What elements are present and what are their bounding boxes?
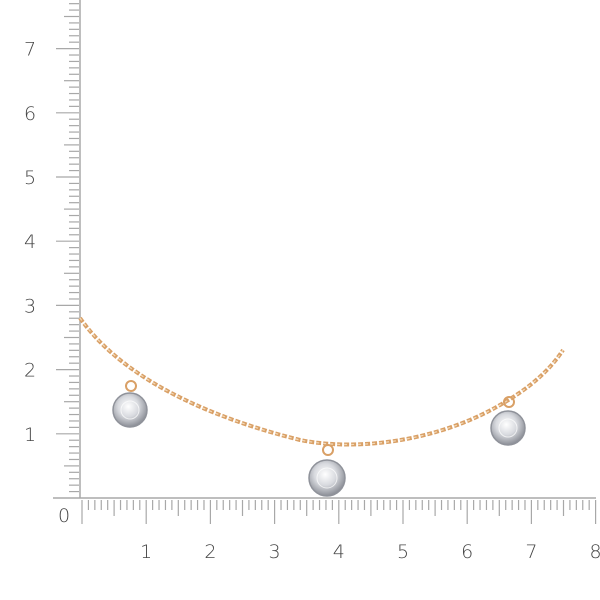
pendant-right [490,396,526,446]
ruler-y-label: 3 [24,295,36,317]
pendant-left [112,380,148,428]
pendant-center [308,444,346,497]
ruler-x-label: 3 [269,541,281,563]
ruler-x-label: 8 [590,541,600,563]
necklace [78,316,565,497]
ruler-y-label: 1 [24,424,36,446]
ruler-x-label: 5 [397,541,409,563]
ruler-x-label: 2 [204,541,216,563]
ruler-origin-label: 0 [58,505,70,527]
ruler-y-label: 2 [24,360,36,382]
ruler-x-label: 1 [140,541,152,563]
ruler-y-label: 6 [24,103,36,125]
ruler-y-label: 7 [24,39,36,61]
ruler-x-label: 4 [333,541,345,563]
ruler-x-label: 7 [525,541,537,563]
ruler-y-label: 4 [24,231,36,253]
ruler-x-label: 6 [461,541,473,563]
measuring-ruler: 0 1 2 3 4 5 6 7 8 1 2 3 4 5 6 7 [24,0,600,563]
ruler-y-label: 5 [24,167,36,189]
